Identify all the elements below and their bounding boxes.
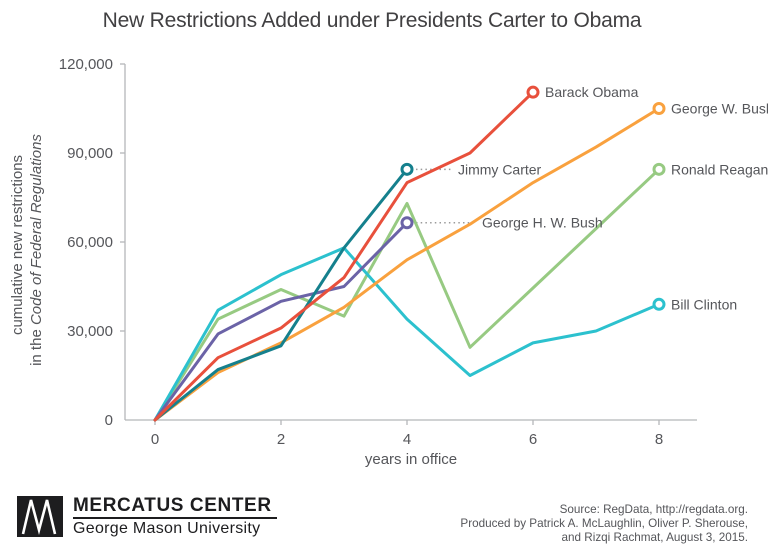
mercatus-m-icon — [17, 496, 63, 537]
series-label-george-w-bush: George W. Bush — [671, 101, 768, 117]
x-tick-label: 6 — [529, 431, 537, 448]
y-axis-title-line1: cumulative new restrictions — [9, 155, 26, 335]
y-tick-label: 90,000 — [67, 145, 113, 162]
series-label-george-h-w-bush: George H. W. Bush — [482, 215, 603, 231]
y-tick-label: 120,000 — [59, 56, 113, 73]
series-line-ronald-reagan — [153, 167, 661, 422]
series-line-bill-clinton — [153, 246, 661, 422]
endpoint-jimmy-carter — [400, 162, 414, 176]
endpoint-barack-obama — [526, 85, 540, 99]
series-label-barack-obama: Barack Obama — [545, 84, 639, 100]
y-tick-label: 60,000 — [67, 234, 113, 251]
series-line-jimmy-carter — [153, 167, 409, 422]
series-line-george-h-w-bush — [153, 221, 409, 422]
endpoint-george-h-w-bush — [400, 216, 414, 230]
series-label-bill-clinton: Bill Clinton — [671, 296, 737, 312]
y-tick-label: 30,000 — [67, 323, 113, 340]
mercatus-logo: MERCATUS CENTER George Mason University — [17, 496, 277, 538]
logo-title: MERCATUS CENTER — [73, 495, 272, 516]
endpoint-ronald-reagan — [652, 162, 666, 176]
logo-divider — [73, 517, 277, 519]
chart-plot: 0 30,000 60,000 90,000 120,000 0 2 4 6 8 years in … — [9, 56, 768, 468]
source-line: and Rizqi Rachmat, August 3, 2015. — [561, 531, 748, 545]
chart-title: New Restrictions Added under Presidents … — [102, 9, 642, 32]
series-label-ronald-reagan: Ronald Reagan — [671, 161, 768, 177]
series-label-jimmy-carter: Jimmy Carter — [458, 161, 542, 177]
series-line-george-w-bush — [153, 107, 661, 422]
source-line: Produced by Patrick A. McLaughlin, Olive… — [460, 517, 748, 531]
endpoint-bill-clinton — [652, 297, 666, 311]
source-line: Source: RegData, http://regdata.org. — [559, 503, 748, 516]
source-attribution: Source: RegData, http://regdata.org. Pro… — [460, 503, 748, 546]
logo-subtitle: George Mason University — [73, 520, 261, 537]
logo-text: MERCATUS CENTER George Mason University — [73, 496, 277, 538]
x-tick-label: 2 — [277, 431, 285, 448]
y-axis-title-line2: in the Code of Federal Regulations — [28, 134, 45, 366]
x-tick-label: 4 — [403, 431, 411, 448]
x-tick-label: 8 — [655, 431, 663, 448]
x-tick-label: 0 — [151, 431, 159, 448]
y-tick-label: 0 — [105, 412, 113, 429]
x-axis-title: years in office — [365, 451, 457, 468]
endpoint-george-w-bush — [652, 102, 666, 115]
series-line-barack-obama — [153, 90, 535, 422]
